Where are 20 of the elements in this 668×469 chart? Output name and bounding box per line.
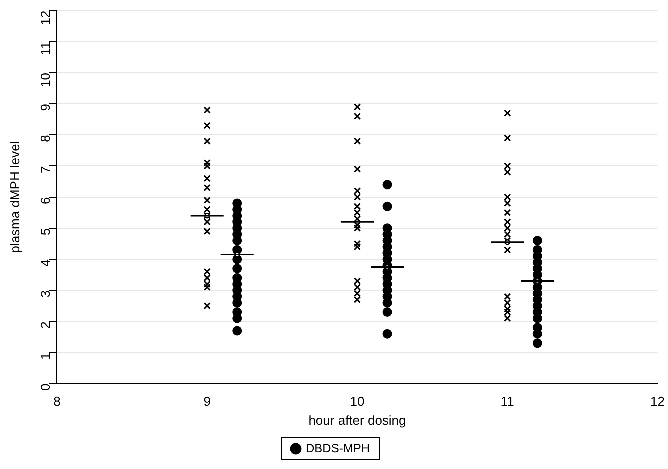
y-tick-label: 4: [38, 259, 53, 267]
y-tick-label: 1: [38, 352, 53, 360]
y-tick-label: 11: [38, 42, 53, 56]
y-tick-label: 6: [38, 197, 53, 205]
x-tick-label: 12: [650, 394, 666, 410]
y-tick-label: 7: [38, 166, 53, 174]
x-tick-label: 11: [500, 394, 514, 410]
y-tick-label: 0: [38, 384, 53, 392]
y-tick-label: 5: [38, 228, 53, 236]
x-tick-label: 9: [204, 394, 211, 410]
y-tick-label: 12: [38, 10, 53, 26]
y-tick-label: 2: [38, 322, 53, 329]
y-tick-label: 3: [38, 290, 53, 298]
legend-label: DBDS-MPH: [306, 441, 370, 456]
y-tick-label: 8: [38, 135, 53, 142]
x-axis-title: hour after dosing: [308, 412, 406, 428]
y-tick-label: 9: [38, 104, 53, 112]
y-axis-title: plasma dMPH level: [7, 141, 22, 254]
y-tick-label: 10: [38, 72, 53, 88]
x-tick-label: 10: [350, 394, 365, 410]
